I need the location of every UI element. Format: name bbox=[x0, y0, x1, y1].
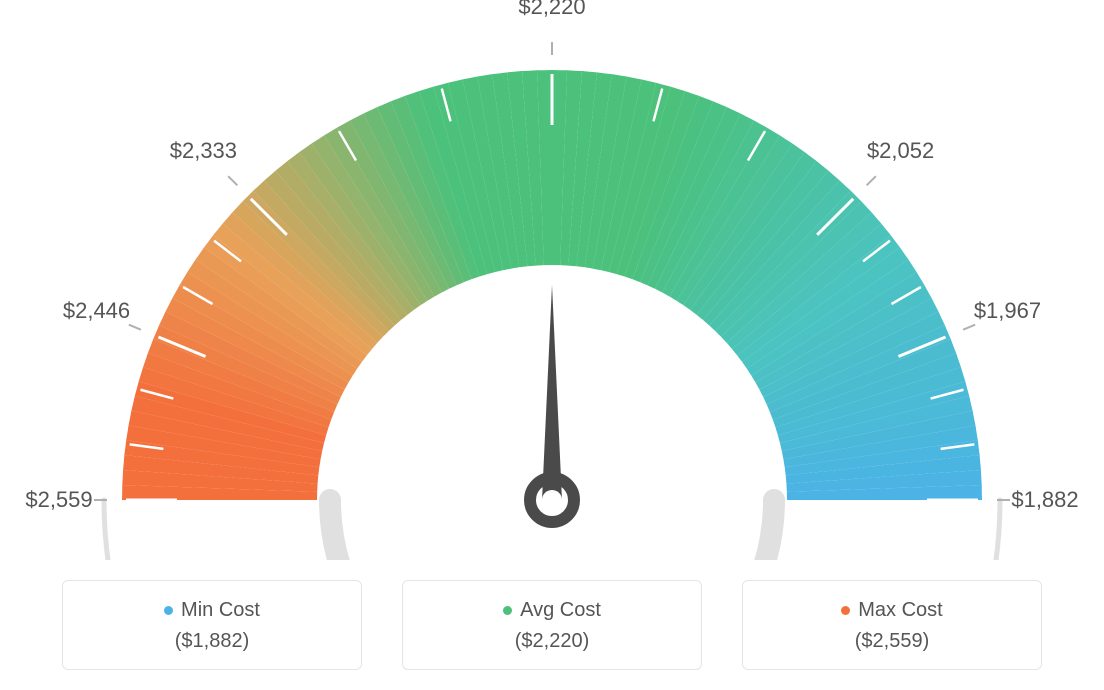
legend-avg-value: ($2,220) bbox=[413, 630, 691, 653]
legend-min-title: Min Cost bbox=[73, 599, 351, 622]
gauge-tick-label: $1,882 bbox=[1011, 487, 1078, 513]
gauge-tick-label: $1,967 bbox=[974, 298, 1041, 324]
gauge-chart: $1,882$1,967$2,052$2,220$2,333$2,446$2,5… bbox=[20, 20, 1084, 560]
gauge-tick-label: $2,446 bbox=[63, 298, 130, 324]
legend-max-label: Max Cost bbox=[858, 599, 942, 621]
legend-avg-dot bbox=[503, 606, 512, 615]
gauge-tick-label: $2,052 bbox=[867, 138, 934, 164]
legend-min-label: Min Cost bbox=[181, 599, 260, 621]
legend-card-min: Min Cost ($1,882) bbox=[62, 580, 362, 670]
legend-max-value: ($2,559) bbox=[753, 630, 1031, 653]
gauge-tick-label: $2,220 bbox=[518, 0, 585, 20]
legend-card-max: Max Cost ($2,559) bbox=[742, 580, 1042, 670]
legend-avg-label: Avg Cost bbox=[520, 599, 601, 621]
legend-min-dot bbox=[164, 606, 173, 615]
gauge-tick-label: $2,559 bbox=[25, 487, 92, 513]
gauge-svg bbox=[20, 20, 1084, 560]
legend-max-title: Max Cost bbox=[753, 599, 1031, 622]
legend-min-value: ($1,882) bbox=[73, 630, 351, 653]
legend-card-avg: Avg Cost ($2,220) bbox=[402, 580, 702, 670]
legend-row: Min Cost ($1,882) Avg Cost ($2,220) Max … bbox=[20, 580, 1084, 670]
legend-avg-title: Avg Cost bbox=[413, 599, 691, 622]
legend-max-dot bbox=[841, 606, 850, 615]
gauge-tick-label: $2,333 bbox=[170, 138, 237, 164]
